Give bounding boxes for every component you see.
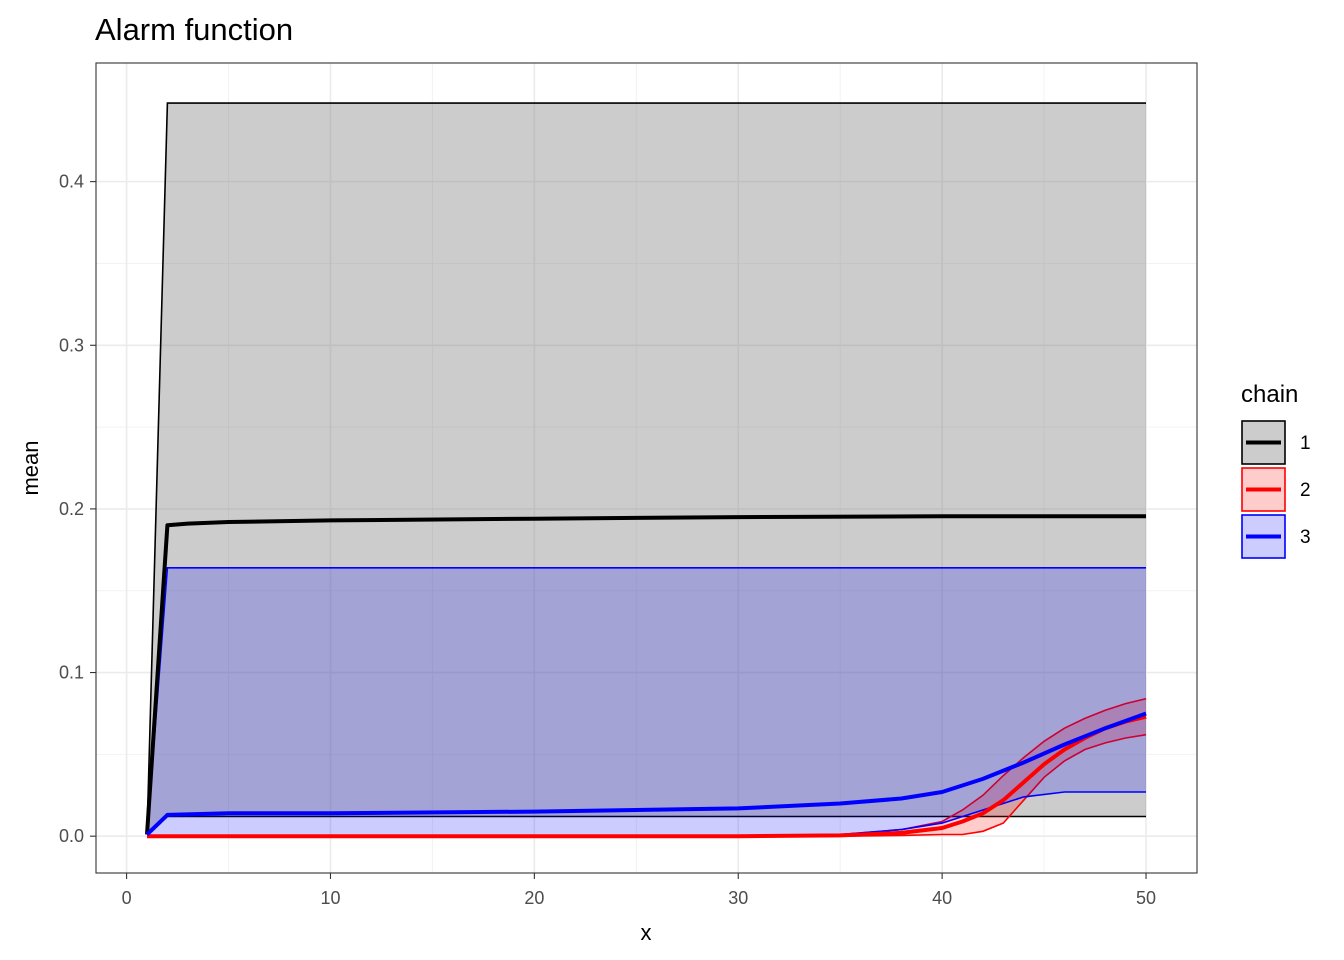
upper-bound-series-3 <box>146 566 1146 835</box>
x-tick-label: 50 <box>1136 888 1156 908</box>
y-tick-label: 0.0 <box>59 826 84 846</box>
legend-title: chain <box>1241 381 1298 408</box>
legend-label: 1 <box>1300 433 1311 454</box>
plot-border <box>95 62 1198 874</box>
chart-title: Alarm function <box>95 12 293 47</box>
x-tick-label: 40 <box>932 888 952 908</box>
x-tick-label: 0 <box>122 888 132 908</box>
legend-item-1: 1 <box>1241 420 1311 465</box>
legend: chain 1 2 3 <box>1241 381 1311 559</box>
mean-line-series-3 <box>145 711 1147 836</box>
ribbon-series-1 <box>147 103 1146 835</box>
plot-panel <box>96 63 1197 873</box>
y-axis: 0.0 0.1 0.2 0.3 0.4 <box>59 172 96 846</box>
y-tick-label: 0.2 <box>59 499 84 519</box>
x-tick-label: 30 <box>728 888 748 908</box>
x-tick-label: 20 <box>524 888 544 908</box>
mean-line-series-1 <box>145 514 1146 835</box>
upper-bound-series-1 <box>146 102 1146 835</box>
y-tick-label: 0.1 <box>59 663 84 683</box>
ribbons <box>146 102 1147 838</box>
legend-label: 3 <box>1300 527 1311 548</box>
y-axis-title: mean <box>18 440 43 495</box>
legend-item-2: 2 <box>1241 467 1311 512</box>
x-tick-label: 10 <box>320 888 340 908</box>
grid-minor <box>96 63 1197 873</box>
y-tick-label: 0.4 <box>59 172 84 192</box>
lines <box>145 514 1147 839</box>
ribbon-series-3 <box>147 567 1146 837</box>
y-tick-label: 0.3 <box>59 335 84 355</box>
legend-label: 2 <box>1300 480 1311 501</box>
legend-item-3: 3 <box>1241 514 1311 559</box>
x-axis: 0 10 20 30 40 50 <box>122 873 1156 908</box>
x-axis-title: x <box>641 920 652 945</box>
